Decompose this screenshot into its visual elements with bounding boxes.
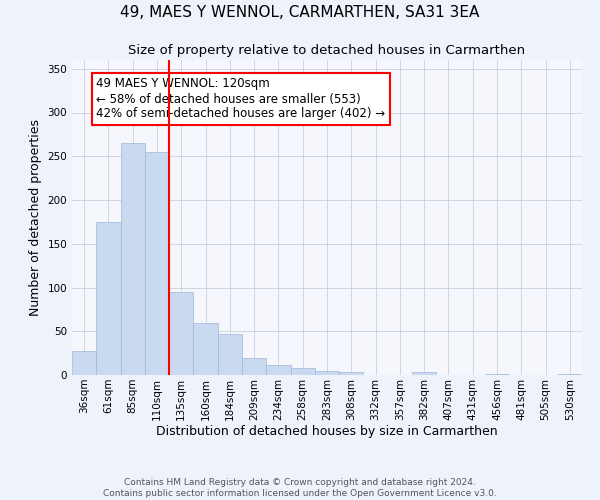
X-axis label: Distribution of detached houses by size in Carmarthen: Distribution of detached houses by size … — [156, 426, 498, 438]
Bar — [412, 372, 436, 375]
Bar — [72, 350, 96, 375]
Bar — [121, 143, 145, 375]
Bar — [266, 366, 290, 375]
Bar — [96, 222, 121, 375]
Bar — [145, 152, 169, 375]
Bar — [315, 370, 339, 375]
Text: Contains HM Land Registry data © Crown copyright and database right 2024.
Contai: Contains HM Land Registry data © Crown c… — [103, 478, 497, 498]
Bar — [193, 322, 218, 375]
Y-axis label: Number of detached properties: Number of detached properties — [29, 119, 42, 316]
Bar — [218, 334, 242, 375]
Bar — [242, 358, 266, 375]
Bar — [339, 372, 364, 375]
Bar — [290, 368, 315, 375]
Title: Size of property relative to detached houses in Carmarthen: Size of property relative to detached ho… — [128, 44, 526, 58]
Text: 49 MAES Y WENNOL: 120sqm
← 58% of detached houses are smaller (553)
42% of semi-: 49 MAES Y WENNOL: 120sqm ← 58% of detach… — [96, 78, 385, 120]
Bar — [558, 374, 582, 375]
Bar — [485, 374, 509, 375]
Bar — [169, 292, 193, 375]
Text: 49, MAES Y WENNOL, CARMARTHEN, SA31 3EA: 49, MAES Y WENNOL, CARMARTHEN, SA31 3EA — [121, 5, 479, 20]
